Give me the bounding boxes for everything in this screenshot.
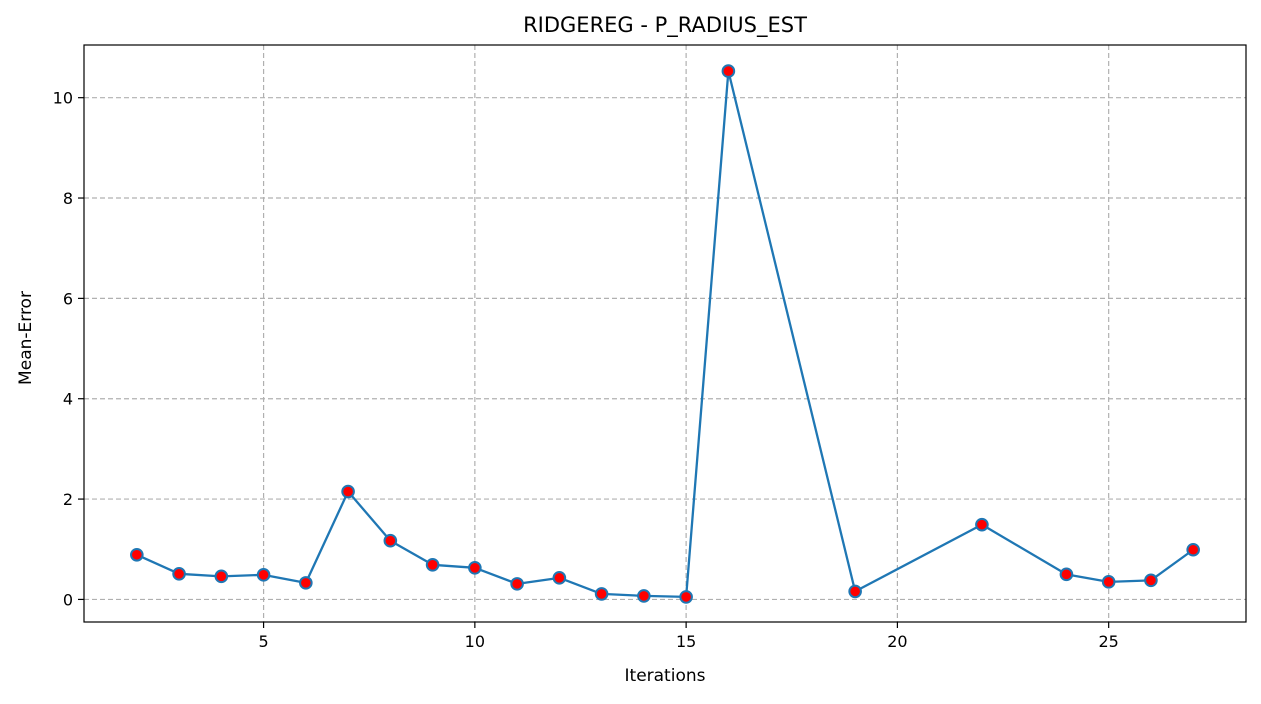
chart-title: RIDGEREG - P_RADIUS_EST [523,13,807,38]
y-tick-label: 10 [53,89,73,108]
y-tick-label: 6 [63,289,73,308]
data-point [383,533,398,548]
axis-ticks: 5 10 15 20 25 0 2 4 6 8 10 [53,89,1119,651]
plot-frame-group [83,44,1247,623]
data-point [594,587,609,601]
y-tick-label: 4 [63,390,73,409]
data-point [1186,542,1200,557]
data-point [1144,573,1158,588]
y-tick-label: 0 [63,590,73,609]
data-point [975,517,989,532]
x-axis-label: Iterations [625,666,706,686]
data-point [425,558,440,572]
data-point [214,569,229,584]
data-point [1059,567,1074,582]
data-point [721,64,736,78]
series-layer [130,64,1200,604]
data-point [468,561,482,575]
data-point [552,571,567,585]
data-point [679,590,693,604]
x-tick-label: 25 [1098,632,1118,651]
data-point [637,589,651,603]
data-point [172,567,186,581]
x-tick-label: 15 [676,632,696,651]
data-point [848,584,862,599]
data-point [130,547,144,562]
x-tick-label: 5 [258,632,268,651]
y-tick-label: 2 [63,490,73,509]
data-point [256,568,271,582]
data-point [299,576,313,590]
series-line [136,69,1194,599]
plot-area-frame [83,44,1247,623]
data-point [1101,575,1116,589]
y-tick-label: 8 [63,189,73,208]
x-tick-label: 20 [887,632,907,651]
data-point [341,484,355,499]
x-tick-label: 10 [465,632,485,651]
y-axis-label: Mean-Error [16,291,36,385]
data-point [510,577,524,591]
grid [84,45,1246,622]
